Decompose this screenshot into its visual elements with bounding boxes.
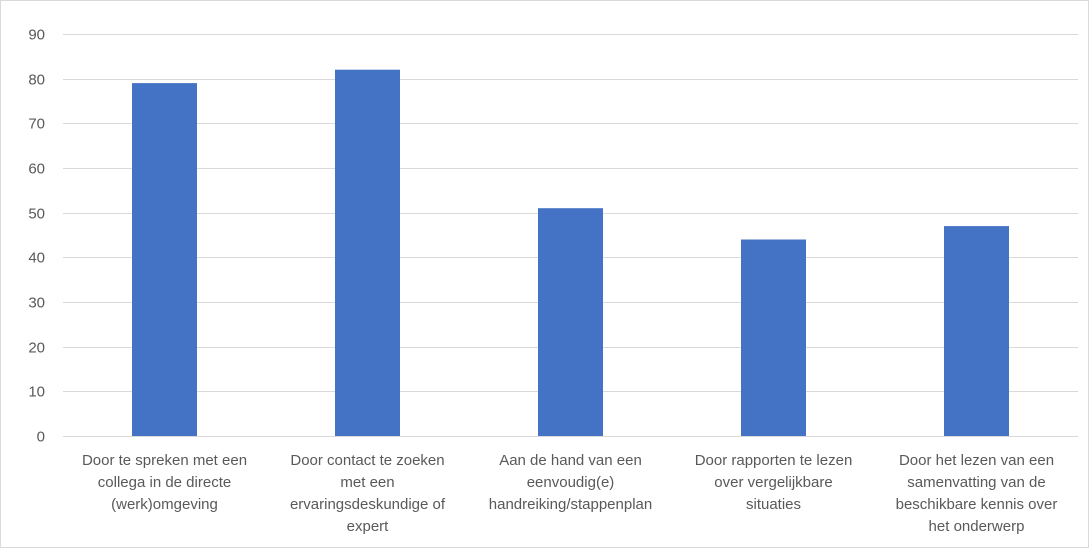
bars [132,69,1009,436]
x-category-label: Aan de hand van een eenvoudig(e) handreiki… [471,450,671,516]
y-axis-ticks: 0 10 20 30 40 50 60 70 80 90 [28,27,45,446]
y-tick-label: 60 [28,161,45,178]
y-tick-label: 90 [28,27,45,44]
y-tick-label: 20 [28,340,45,357]
x-category-label-line: samenvatting van de [907,474,1046,491]
y-tick-label: 30 [28,295,45,312]
y-tick-label: 40 [28,250,45,267]
x-category-label-line: Door te spreken met een [81,452,248,469]
x-category-label-line: eenvoudig(e) [526,474,615,491]
x-category-label-line: Door rapporten te lezen [694,452,853,469]
x-category-label-line: Door het lezen van een [898,452,1055,469]
x-category-label-line: over vergelijkbare [714,474,833,491]
x-category-label-line: handreiking/stappenplan [488,496,653,513]
y-tick-label: 10 [28,384,45,401]
bar [335,69,400,436]
x-category-label: Door rapporten te lezen over vergelijkbar… [674,450,874,516]
x-category-label-line: Door contact te zoeken [290,452,445,469]
x-category-label-line: (werk)omgeving [111,496,218,513]
x-category-label-line: ervaringsdeskundige of [289,496,446,513]
bar [132,83,197,436]
x-category-label: Door contact te zoeken met een ervaringsde… [268,450,468,538]
x-category-label-line: collega in de directe [97,474,232,491]
x-category-label-line: situaties [745,496,802,513]
x-category-label-line: met een [340,474,395,491]
x-category-label-line: Aan de hand van een [499,452,642,469]
y-tick-label: 70 [28,116,45,133]
x-category-label: Door het lezen van een samenvatting van d… [877,450,1077,538]
x-category-label: Door te spreken met een collega in de dir… [65,450,265,516]
bar [741,239,806,436]
y-tick-label: 0 [37,429,45,446]
bar [944,226,1009,436]
bar [538,208,603,436]
y-tick-label: 50 [28,206,45,223]
x-category-label-line: het onderwerp [928,518,1025,535]
x-category-label-line: expert [346,518,389,535]
y-tick-label: 80 [28,72,45,89]
x-category-label-line: beschikbare kennis over [895,496,1058,513]
